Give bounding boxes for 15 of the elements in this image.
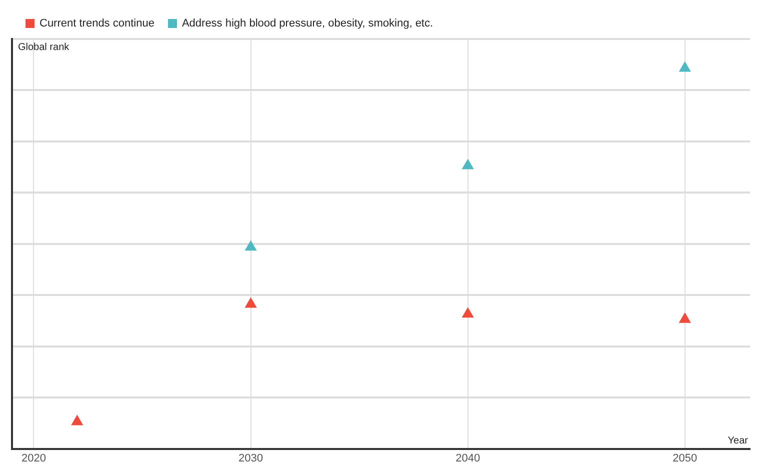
legend-label: Current trends continue xyxy=(40,18,154,30)
point xyxy=(462,308,474,318)
x-tick-label: 2040 xyxy=(456,452,480,464)
point xyxy=(679,62,691,72)
x-tick-label: 2050 xyxy=(672,452,698,464)
point xyxy=(71,415,83,426)
point xyxy=(462,159,474,170)
x-tick-label: 2020 xyxy=(21,452,46,464)
y-axis-title: Global rank xyxy=(18,42,70,53)
point xyxy=(245,298,256,308)
point xyxy=(679,312,691,323)
point xyxy=(245,240,256,251)
legend-label: Address high blood pressure, obesity, smoking, etc. xyxy=(182,18,434,30)
x-axis-title: Year xyxy=(728,436,749,447)
x-tick-label: 2030 xyxy=(238,452,264,464)
